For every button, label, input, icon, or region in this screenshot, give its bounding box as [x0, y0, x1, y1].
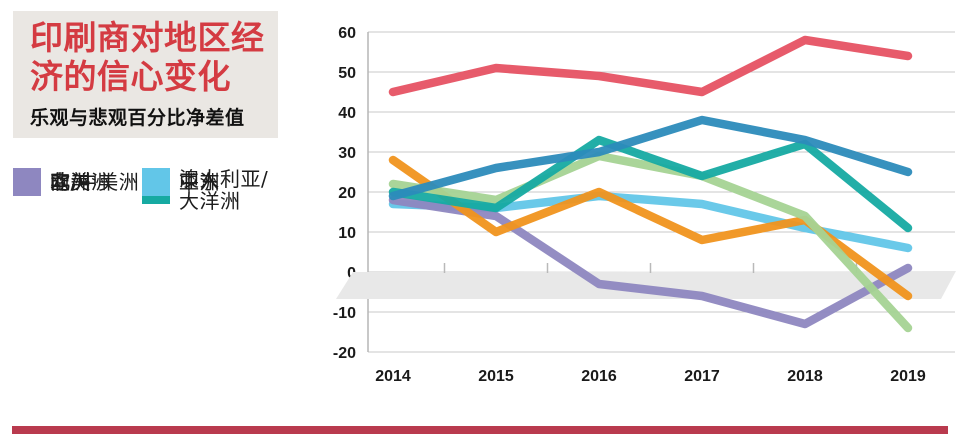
x-tick-label: 2017	[684, 368, 720, 385]
series-line	[388, 135, 913, 233]
page-subtitle: 乐观与悲观百分比净差值	[30, 107, 245, 130]
y-tick-label: 60	[338, 25, 356, 42]
page-title-line1: 印刷商对地区经	[30, 18, 265, 57]
x-tick-label: 2016	[581, 368, 617, 385]
y-tick-label: 10	[338, 225, 356, 242]
x-tick-label: 2014	[375, 368, 411, 385]
y-tick-label: 20	[338, 185, 356, 202]
page-title-line2: 济的信心变化	[30, 56, 231, 96]
zero-band	[336, 271, 956, 299]
legend-label-europe: 欧洲	[50, 170, 91, 194]
x-tick-label: 2018	[787, 368, 823, 385]
legend-label-north-america: 北美洲	[50, 170, 112, 194]
series-line	[388, 115, 913, 201]
y-tick-label: -20	[333, 345, 356, 362]
legend-label-africa: 非洲	[50, 170, 91, 194]
legend-item-asia: 亚洲	[142, 168, 220, 196]
legend-item-australia-oceania: 澳大利亚/大洋洲	[142, 168, 281, 212]
series-line	[388, 195, 913, 329]
legend: 欧洲 北美洲 南/中美洲 非洲 澳大利亚/大洋洲 中东 亚洲	[13, 168, 313, 348]
y-tick-label: 0	[347, 265, 356, 282]
series-line	[388, 151, 913, 333]
x-tick-label: 2015	[478, 368, 514, 385]
series-line	[388, 35, 913, 97]
y-tick-label: 50	[338, 65, 356, 82]
footer-rule	[12, 426, 948, 434]
legend-swatch-africa	[13, 168, 41, 196]
page-title: 印刷商对地区经 济的信心变化	[30, 18, 268, 96]
legend-item-africa: 非洲	[13, 168, 91, 196]
legend-label-south-central-america: 南/中美洲	[50, 170, 140, 194]
y-tick-label: 40	[338, 105, 356, 122]
legend-label-australia-oceania: 澳大利亚/大洋洲	[179, 167, 269, 213]
y-tick-label: -10	[333, 305, 356, 322]
legend-label-asia: 亚洲	[179, 170, 220, 194]
y-tick-label: 30	[338, 145, 356, 162]
x-tick-label: 2019	[890, 368, 926, 385]
legend-label-middle-east: 中东	[179, 170, 220, 194]
legend-swatch-asia	[142, 168, 170, 196]
title-box: 印刷商对地区经 济的信心变化 乐观与悲观百分比净差值	[13, 11, 278, 138]
